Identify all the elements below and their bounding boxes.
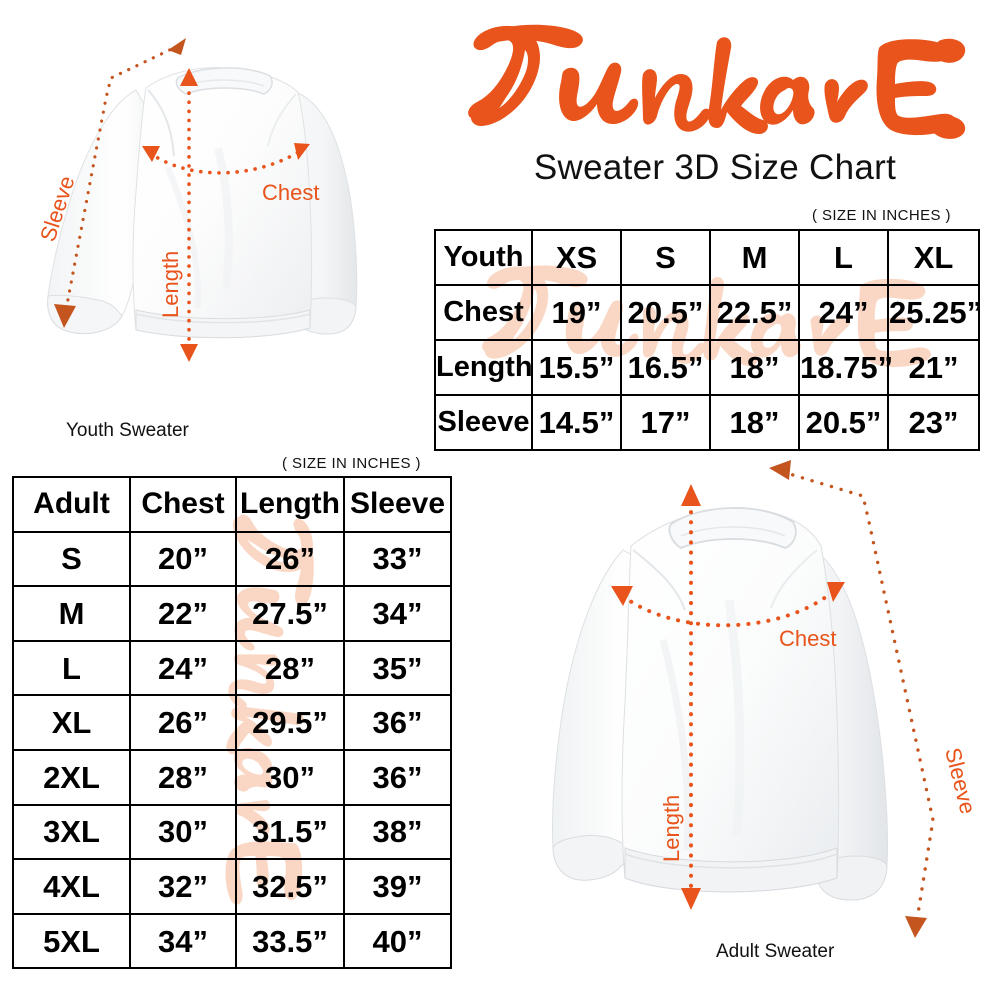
table-row: 5XL 34” 33.5” 40” — [12, 912, 452, 970]
adult-sleeve-xl: 36” — [343, 694, 452, 751]
adult-length-m: 27.5” — [235, 585, 345, 642]
youth-length-s: 16.5” — [620, 339, 711, 396]
youth-row-label-chest: Chest — [434, 284, 533, 341]
adult-size-s: S — [12, 530, 131, 588]
adult-header-chest: Chest — [129, 476, 237, 533]
youth-sleeve-xs: 14.5” — [531, 394, 622, 451]
youth-sweater-caption: Youth Sweater — [66, 420, 189, 441]
youth-corner-label: Youth — [434, 229, 533, 286]
adult-sweater-caption: Adult Sweater — [716, 941, 835, 962]
adult-size-2xl: 2XL — [12, 748, 131, 806]
table-row: 4XL 32” 32.5” 39” — [12, 858, 452, 915]
youth-sleeve-xl: 23” — [887, 394, 980, 451]
adult-sleeve-l: 35” — [343, 639, 452, 697]
adult-size-l: L — [12, 639, 131, 697]
svg-text:Chest: Chest — [779, 626, 836, 651]
youth-col-l: L — [798, 229, 889, 286]
adult-chest-3xl: 30” — [129, 803, 237, 861]
adult-length-s: 26” — [235, 530, 345, 588]
adult-sleeve-4xl: 39” — [343, 858, 452, 915]
youth-col-s: S — [620, 229, 711, 286]
chart-title: Sweater 3D Size Chart — [533, 148, 897, 187]
youth-sleeve-l: 20.5” — [798, 394, 889, 451]
youth-chest-s: 20.5” — [620, 284, 711, 341]
adult-size-table: Adult Chest Length Sleeve S 20” 26” 33” … — [12, 476, 452, 970]
svg-text:Length: Length — [158, 251, 183, 318]
table-row-header: Youth XS S M L XL — [434, 229, 980, 286]
youth-length-m: 18” — [709, 339, 800, 396]
youth-row-label-sleeve: Sleeve — [434, 394, 533, 451]
youth-chest-l: 24” — [798, 284, 889, 341]
adult-chest-5xl: 34” — [129, 912, 237, 970]
adult-length-4xl: 32.5” — [235, 858, 345, 915]
adult-size-m: M — [12, 585, 131, 642]
youth-size-table: Youth XS S M L XL Chest 19” 20.5” 22.5” … — [434, 229, 982, 451]
adult-header-size: Adult — [12, 476, 131, 533]
adult-sleeve-5xl: 40” — [343, 912, 452, 970]
table-row-header: Adult Chest Length Sleeve — [12, 476, 452, 533]
adult-length-2xl: 30” — [235, 748, 345, 806]
youth-col-xs: XS — [531, 229, 622, 286]
youth-chest-m: 22.5” — [709, 284, 800, 341]
svg-text:Length: Length — [659, 795, 684, 862]
adult-chest-xl: 26” — [129, 694, 237, 751]
youth-length-l: 18.75” — [798, 339, 893, 396]
youth-chest-xl: 25.25” — [887, 284, 982, 341]
table-row: XL 26” 29.5” 36” — [12, 694, 452, 751]
youth-row-label-length: Length — [434, 339, 533, 396]
table-row: M 22” 27.5” 34” — [12, 585, 452, 642]
svg-text:Sleeve: Sleeve — [940, 745, 981, 816]
adult-chest-s: 20” — [129, 530, 237, 588]
youth-length-xs: 15.5” — [531, 339, 622, 396]
table-row: S 20” 26” 33” — [12, 530, 452, 588]
adult-header-sleeve: Sleeve — [343, 476, 452, 533]
adult-chest-l: 24” — [129, 639, 237, 697]
table-row: Sleeve 14.5” 17” 18” 20.5” 23” — [434, 394, 980, 451]
table-row: 3XL 30” 31.5” 38” — [12, 803, 452, 861]
adult-size-4xl: 4XL — [12, 858, 131, 915]
dunkare-logo — [455, 22, 975, 142]
table-row: L 24” 28” 35” — [12, 639, 452, 697]
table-row: Chest 19” 20.5” 22.5” 24” 25.25” — [434, 284, 982, 341]
adult-size-5xl: 5XL — [12, 912, 131, 970]
youth-col-m: M — [709, 229, 800, 286]
adult-sleeve-m: 34” — [343, 585, 452, 642]
table-row: 2XL 28” 30” 36” — [12, 748, 452, 806]
adult-chest-2xl: 28” — [129, 748, 237, 806]
svg-text:Chest: Chest — [262, 180, 319, 205]
adult-sleeve-s: 33” — [343, 530, 452, 588]
adult-length-3xl: 31.5” — [235, 803, 345, 861]
youth-chest-xs: 19” — [531, 284, 622, 341]
adult-length-l: 28” — [235, 639, 345, 697]
adult-size-xl: XL — [12, 694, 131, 751]
adult-size-in-inches-caption: ( SIZE IN INCHES ) — [282, 455, 421, 472]
adult-size-3xl: 3XL — [12, 803, 131, 861]
adult-sleeve-2xl: 36” — [343, 748, 452, 806]
adult-length-xl: 29.5” — [235, 694, 345, 751]
youth-length-xl: 21” — [887, 339, 980, 396]
adult-header-length: Length — [235, 476, 345, 533]
youth-col-xl: XL — [887, 229, 980, 286]
adult-chest-m: 22” — [129, 585, 237, 642]
table-row: Length 15.5” 16.5” 18” 18.75” 21” — [434, 339, 980, 396]
youth-sleeve-s: 17” — [620, 394, 711, 451]
adult-sleeve-3xl: 38” — [343, 803, 452, 861]
youth-sweater-illustration: Sleeve Chest Length — [18, 28, 418, 403]
youth-sleeve-m: 18” — [709, 394, 800, 451]
adult-chest-4xl: 32” — [129, 858, 237, 915]
adult-length-5xl: 33.5” — [235, 912, 345, 970]
adult-sweater-illustration: Sleeve Chest Length — [545, 450, 995, 945]
youth-size-in-inches-caption: ( SIZE IN INCHES ) — [812, 207, 951, 224]
